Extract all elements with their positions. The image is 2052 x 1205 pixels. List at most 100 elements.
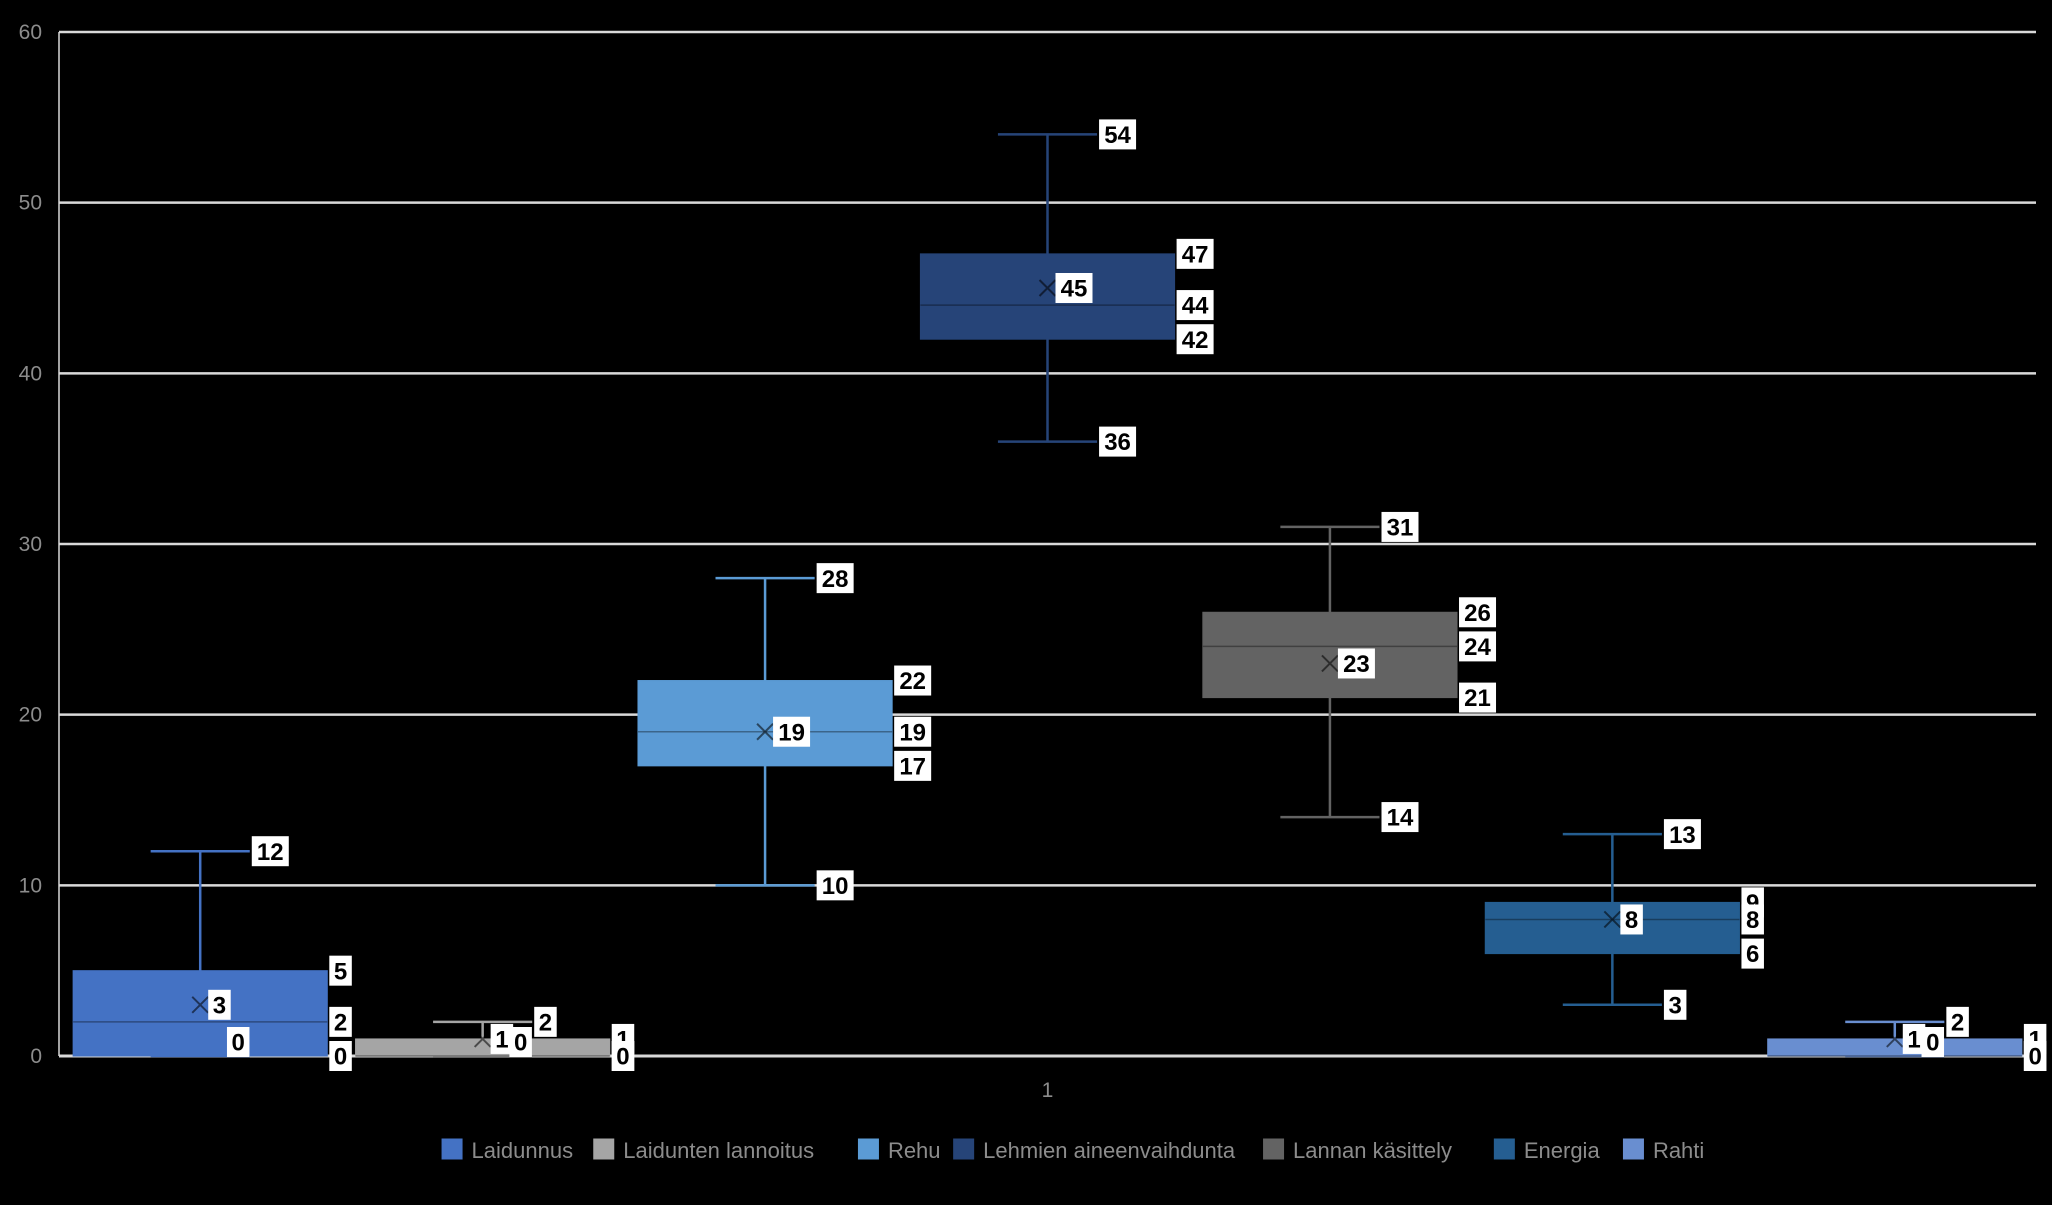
legend-label: Energia (1524, 1138, 1601, 1163)
label-q1: 6 (1741, 938, 1764, 969)
box-5 (1202, 525, 1458, 819)
label-max-bg (534, 1006, 557, 1037)
label-q1-text: 0 (334, 1044, 347, 1071)
label-median-text: 24 (1464, 634, 1491, 661)
label-mean-bg (1337, 648, 1375, 679)
label-median-text: 19 (899, 719, 926, 746)
label-mean-bg (1055, 273, 1093, 303)
box-body (1202, 611, 1458, 699)
label-mean-text: 45 (1061, 276, 1088, 303)
label-mean: 45 (1055, 273, 1093, 303)
mean-marker (191, 996, 209, 1014)
label-min: 0 (1921, 1027, 1945, 1057)
label-q1: 17 (894, 750, 932, 781)
label-q3: 5 (329, 955, 352, 986)
label-q3-text: 22 (899, 668, 926, 695)
label-mean: 1 (1902, 1023, 1926, 1054)
label-mean: 1 (490, 1023, 514, 1054)
label-median: 24 (1459, 631, 1497, 662)
label-q1-bg (1459, 682, 1497, 713)
label-max-bg (1663, 819, 1701, 850)
label-median-text: 2 (334, 1010, 347, 1037)
y-tick-label: 0 (30, 1045, 42, 1068)
legend-swatch (441, 1138, 463, 1160)
box-body (637, 680, 893, 767)
label-min: 0 (226, 1027, 250, 1057)
mean-marker (1321, 654, 1339, 673)
label-median: 44 (1176, 290, 1214, 321)
legend-item: Laidunten lannoitus (593, 1138, 814, 1163)
plot-area (72, 133, 2023, 1058)
y-tick-label: 30 (19, 533, 42, 556)
label-min-text: 14 (1387, 805, 1414, 832)
label-q1-bg (2023, 1041, 2047, 1071)
label-max-bg (1946, 1006, 1969, 1037)
legend-item: Lehmien aineenvaihdunta (953, 1138, 1236, 1163)
label-q3-bg (1459, 597, 1497, 628)
label-min-text: 3 (1668, 992, 1681, 1019)
label-min-bg (1099, 426, 1137, 457)
label-q1: 0 (611, 1041, 635, 1071)
label-q3-bg (329, 955, 352, 986)
legend-label: Laidunten lannoitus (623, 1138, 814, 1163)
box-body (1484, 901, 1740, 955)
label-median-bg (894, 716, 932, 747)
label-q1-text: 42 (1182, 327, 1209, 354)
label-q3: 26 (1459, 597, 1497, 628)
label-min-text: 0 (514, 1030, 527, 1057)
box-body (919, 253, 1176, 340)
legend-swatch (1493, 1138, 1515, 1160)
label-q1: 21 (1459, 682, 1497, 713)
label-mean: 3 (208, 989, 231, 1020)
label-max: 28 (816, 563, 854, 594)
label-q1-bg (1176, 324, 1214, 355)
label-mean: 19 (773, 716, 811, 747)
legend-item: Rahti (1622, 1138, 1704, 1163)
box-6 (1484, 832, 1740, 1007)
label-max: 31 (1381, 511, 1419, 542)
y-tick-label: 50 (19, 192, 42, 215)
label-mean-text: 19 (778, 719, 805, 746)
label-max: 2 (534, 1006, 557, 1037)
box-3 (637, 576, 893, 887)
label-q1: 0 (2023, 1041, 2047, 1071)
box-2 (355, 1020, 611, 1058)
label-max-bg (251, 836, 289, 867)
label-min-text: 36 (1104, 429, 1131, 456)
label-mean-text: 3 (213, 992, 226, 1019)
label-max-bg (1099, 119, 1137, 150)
label-mean-bg (1902, 1023, 1926, 1054)
label-median-bg (1459, 631, 1497, 662)
label-min-bg (1663, 989, 1687, 1020)
label-mean-bg (773, 716, 811, 747)
legend-swatch (1622, 1138, 1644, 1160)
label-median-text: 8 (1746, 907, 1759, 934)
label-min-text: 0 (1926, 1030, 1939, 1057)
label-median: 8 (1741, 904, 1764, 935)
label-max: 12 (251, 836, 289, 867)
data-labels: 1252030210010282219171910544744424536312… (208, 119, 2047, 1071)
x-category-label: 1 (1042, 1079, 1054, 1102)
box-4 (919, 133, 1176, 443)
label-q3-text: 26 (1464, 600, 1491, 627)
label-min-text: 10 (822, 873, 849, 900)
label-median-bg (1741, 904, 1764, 935)
label-q3-bg (894, 665, 932, 696)
label-mean-text: 1 (1907, 1027, 1920, 1054)
legend-item: Laidunnus (441, 1138, 573, 1163)
label-q1: 0 (329, 1041, 352, 1071)
label-min: 3 (1663, 989, 1687, 1020)
label-q3-text: 5 (334, 958, 347, 985)
y-axis: 0 10 20 30 40 50 60 (19, 21, 42, 1068)
legend-swatch (857, 1138, 879, 1160)
label-median-bg (329, 1006, 352, 1037)
label-min-bg (1381, 802, 1419, 833)
label-min: 36 (1099, 426, 1137, 457)
box-7 (1767, 1020, 2023, 1058)
y-tick-label: 60 (19, 21, 42, 44)
legend-item: Rehu (857, 1138, 941, 1163)
label-mean: 8 (1620, 904, 1643, 935)
label-q1: 42 (1176, 324, 1214, 355)
x-axis: 1 (1042, 1079, 1054, 1102)
